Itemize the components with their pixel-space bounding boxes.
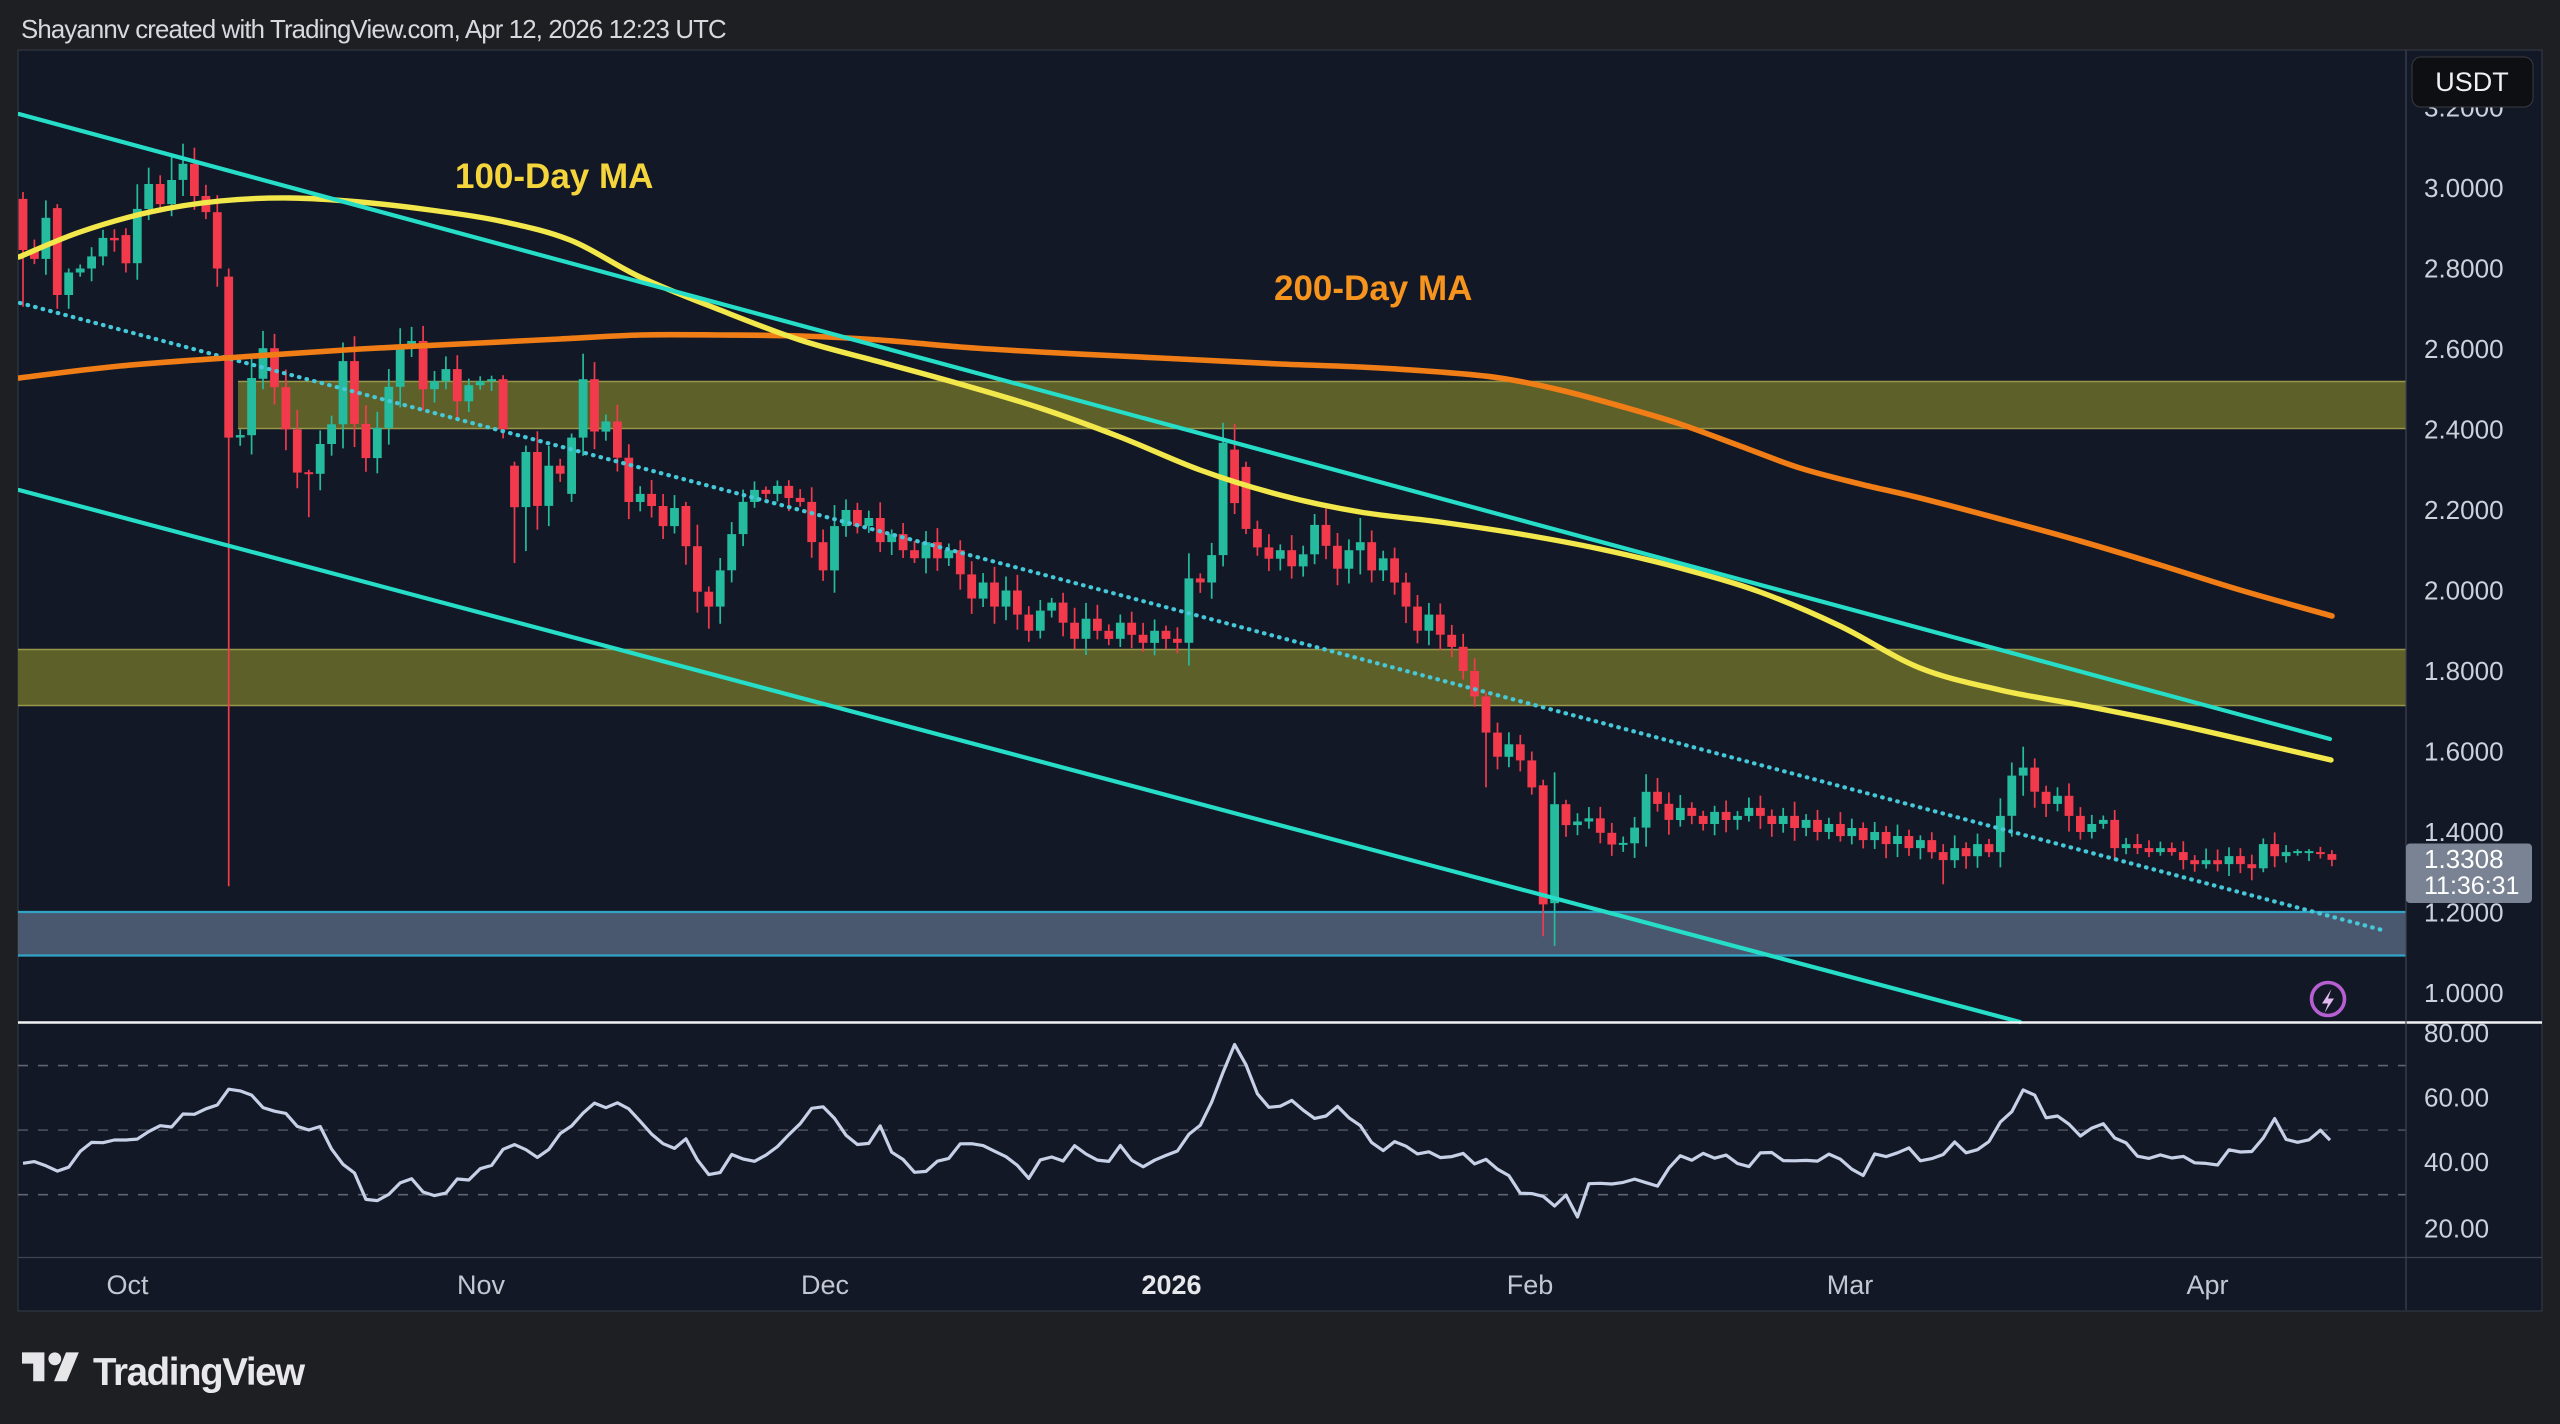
svg-text:3.0000: 3.0000 [2424,173,2504,203]
svg-text:2.6000: 2.6000 [2424,334,2504,364]
svg-text:200-Day MA: 200-Day MA [1274,269,1472,308]
svg-text:40.00: 40.00 [2424,1147,2489,1177]
svg-text:2.8000: 2.8000 [2424,254,2504,284]
svg-text:TradingView: TradingView [93,1351,306,1394]
svg-text:1.4000: 1.4000 [2424,817,2504,847]
svg-text:Dec: Dec [801,1270,849,1300]
svg-text:Oct: Oct [106,1270,149,1300]
svg-text:1.6000: 1.6000 [2424,737,2504,767]
svg-text:1.0000: 1.0000 [2424,978,2504,1008]
svg-text:20.00: 20.00 [2424,1214,2489,1244]
svg-text:100-Day MA: 100-Day MA [455,157,653,196]
svg-text:2.4000: 2.4000 [2424,415,2504,445]
svg-text:Nov: Nov [457,1270,506,1300]
svg-text:Mar: Mar [1827,1270,1874,1300]
svg-text:2.2000: 2.2000 [2424,495,2504,525]
svg-text:11:36:31: 11:36:31 [2424,872,2519,900]
svg-text:1.3308: 1.3308 [2424,844,2504,874]
svg-text:2.0000: 2.0000 [2424,576,2504,606]
svg-text:Feb: Feb [1507,1270,1554,1300]
svg-text:60.00: 60.00 [2424,1083,2489,1113]
svg-text:2026: 2026 [1141,1270,1201,1300]
svg-text:1.8000: 1.8000 [2424,656,2504,686]
svg-text:Shayannv created with TradingV: Shayannv created with TradingView.com, A… [21,16,726,44]
svg-text:80.00: 80.00 [2424,1018,2489,1048]
svg-text:Apr: Apr [2186,1270,2228,1300]
svg-text:USDT: USDT [2435,67,2509,97]
